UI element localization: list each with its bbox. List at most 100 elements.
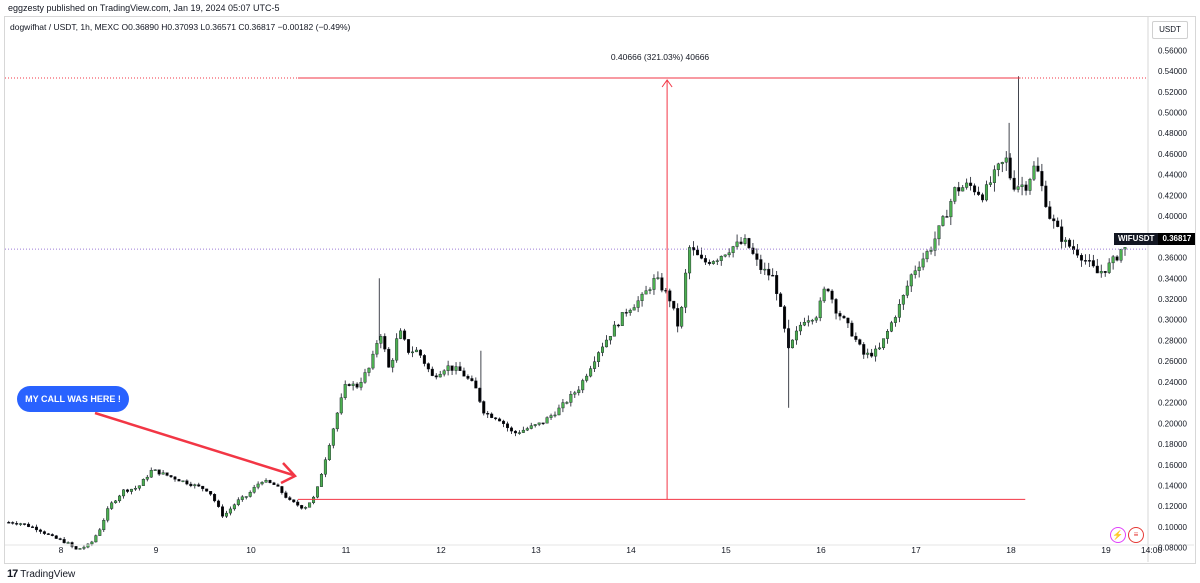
candle-up bbox=[604, 339, 608, 348]
candle-up bbox=[19, 523, 23, 525]
candle-up bbox=[719, 255, 723, 261]
candle-down bbox=[1052, 218, 1056, 222]
candle-up bbox=[711, 261, 715, 264]
candle-up bbox=[929, 250, 933, 252]
candle-down bbox=[387, 348, 391, 368]
y-tick-label: 0.16000 bbox=[1158, 461, 1187, 470]
candle-down bbox=[494, 417, 498, 420]
candle-down bbox=[1060, 226, 1064, 242]
current-price-tag: WIFUSDT 0.36817 bbox=[1114, 233, 1196, 245]
candle-up bbox=[371, 353, 375, 369]
candle-up bbox=[137, 485, 141, 489]
candle-up bbox=[814, 317, 818, 321]
candle-up bbox=[228, 508, 232, 514]
candle-up bbox=[565, 402, 569, 404]
candle-up bbox=[897, 304, 901, 318]
candle-down bbox=[842, 316, 846, 319]
y-tick-label: 0.18000 bbox=[1158, 440, 1187, 449]
y-tick-label: 0.28000 bbox=[1158, 336, 1187, 345]
candle-up bbox=[953, 187, 957, 202]
candle-up bbox=[589, 368, 593, 377]
candle-down bbox=[977, 191, 981, 195]
y-tick-label: 0.20000 bbox=[1158, 419, 1187, 428]
price-tag-symbol: WIFUSDT bbox=[1114, 233, 1159, 245]
candle-down bbox=[846, 317, 850, 324]
candle-down bbox=[838, 313, 842, 317]
candle-up bbox=[339, 397, 343, 414]
candle-down bbox=[747, 238, 751, 249]
publisher-text: eggzesty published on TradingView.com, J… bbox=[8, 3, 280, 13]
candle-up bbox=[161, 472, 165, 475]
candle-down bbox=[280, 486, 284, 493]
candle-up bbox=[521, 429, 525, 433]
candle-down bbox=[15, 523, 19, 525]
candle-up bbox=[573, 392, 577, 395]
candle-up bbox=[1119, 248, 1123, 261]
y-tick-label: 0.44000 bbox=[1158, 171, 1187, 180]
call-callout: MY CALL WAS HERE ! bbox=[17, 386, 129, 412]
candle-up bbox=[240, 496, 244, 500]
candle-up bbox=[545, 417, 549, 424]
candle-down bbox=[450, 365, 454, 371]
candle-up bbox=[806, 320, 810, 323]
candle-down bbox=[751, 247, 755, 254]
y-tick-label: 0.48000 bbox=[1158, 129, 1187, 138]
y-tick-label: 0.46000 bbox=[1158, 150, 1187, 159]
candle-up bbox=[937, 225, 941, 240]
candle-up bbox=[256, 483, 260, 488]
candle-down bbox=[541, 422, 545, 425]
candle-down bbox=[779, 293, 783, 307]
candle-down bbox=[434, 375, 438, 378]
y-tick-label: 0.56000 bbox=[1158, 46, 1187, 55]
candle-up bbox=[363, 372, 367, 383]
candle-down bbox=[1079, 255, 1083, 261]
candle-down bbox=[217, 500, 221, 507]
candle-up bbox=[248, 491, 252, 497]
candle-up bbox=[153, 469, 157, 471]
candle-up bbox=[905, 285, 909, 296]
candle-down bbox=[668, 290, 672, 302]
legend-low: L0.36571 bbox=[200, 22, 236, 32]
x-tick-label: 10 bbox=[246, 545, 256, 555]
call-arrow-line bbox=[94, 411, 294, 477]
candle-down bbox=[165, 472, 169, 476]
candle-up bbox=[925, 251, 929, 260]
candle-down bbox=[783, 306, 787, 329]
x-tick-label: 14:00 bbox=[1141, 545, 1163, 555]
candle-up bbox=[351, 383, 355, 386]
chart-frame[interactable] bbox=[4, 16, 1196, 564]
candle-up bbox=[1064, 239, 1068, 242]
candle-down bbox=[268, 480, 272, 484]
legend-close: C0.36817 bbox=[238, 22, 276, 32]
candle-down bbox=[1036, 165, 1040, 172]
y-tick-label: 0.08000 bbox=[1158, 544, 1187, 553]
candle-down bbox=[707, 261, 711, 264]
candle-up bbox=[529, 425, 533, 429]
candle-up bbox=[1032, 165, 1036, 180]
candle-down bbox=[201, 485, 205, 490]
x-tick-label: 13 bbox=[531, 545, 541, 555]
candle-down bbox=[347, 384, 351, 386]
tradingview-logo[interactable]: 17 TradingView bbox=[7, 568, 75, 580]
candle-down bbox=[46, 533, 50, 535]
candle-up bbox=[763, 268, 767, 271]
currency-button[interactable]: USDT bbox=[1152, 21, 1188, 39]
candle-down bbox=[173, 476, 177, 480]
candle-down bbox=[498, 418, 502, 422]
measure-arrow-head bbox=[661, 79, 673, 88]
candle-down bbox=[1024, 184, 1028, 191]
candle-down bbox=[470, 378, 474, 382]
candle-up bbox=[399, 330, 403, 339]
flag-icon[interactable]: ≡ bbox=[1128, 527, 1144, 543]
annotations bbox=[5, 77, 1148, 500]
candle-up bbox=[1111, 256, 1115, 264]
lightning-icon[interactable]: ⚡ bbox=[1110, 527, 1126, 543]
candle-down bbox=[42, 531, 46, 534]
y-tick-label: 0.34000 bbox=[1158, 274, 1187, 283]
candle-down bbox=[676, 308, 680, 327]
candle-up bbox=[244, 496, 248, 498]
candle-up bbox=[367, 367, 371, 373]
candles bbox=[7, 76, 1127, 551]
candle-down bbox=[458, 366, 462, 371]
